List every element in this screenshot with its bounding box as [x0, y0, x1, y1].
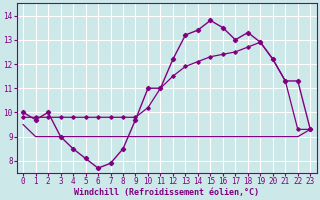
- X-axis label: Windchill (Refroidissement éolien,°C): Windchill (Refroidissement éolien,°C): [74, 188, 259, 197]
